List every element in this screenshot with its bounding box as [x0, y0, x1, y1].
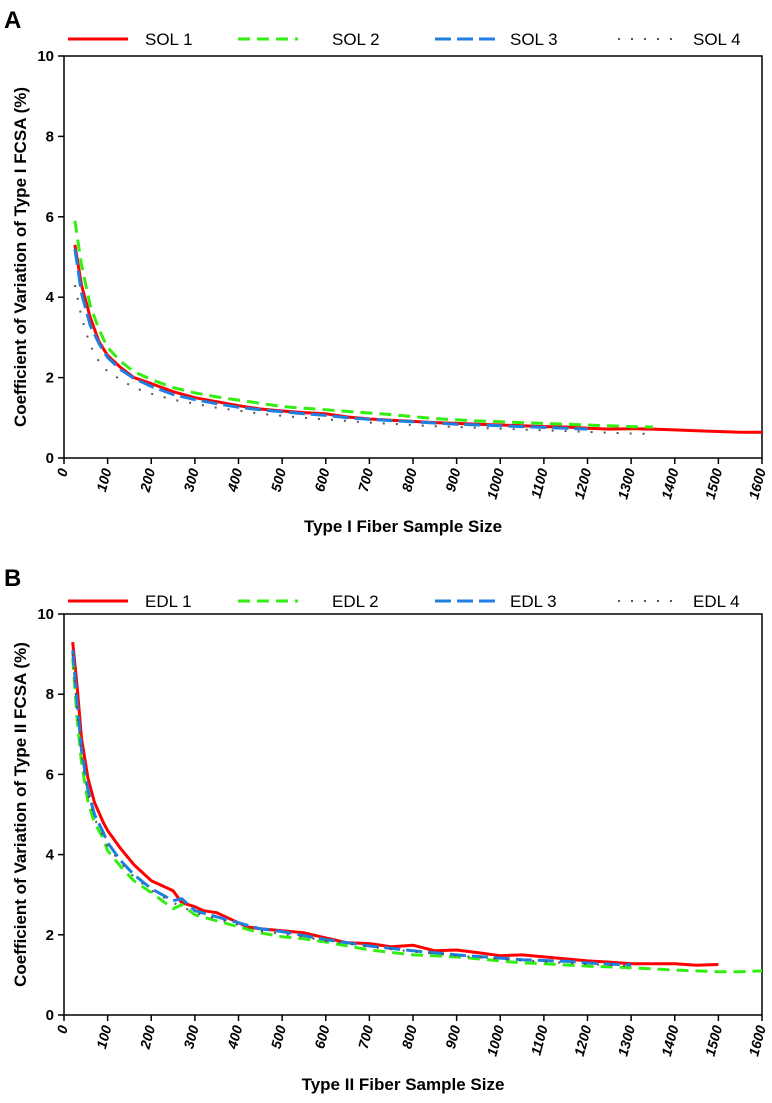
- x-tick-label: 100: [93, 1023, 115, 1050]
- x-tick-label: 700: [355, 1023, 377, 1050]
- series-line-2: [73, 220, 653, 429]
- legend-label-2: SOL 2: [332, 30, 380, 49]
- y-tick-label: 2: [46, 927, 54, 944]
- x-tick-label: 200: [136, 466, 158, 494]
- legend-label-3: SOL 3: [510, 30, 558, 49]
- y-tick-label: 2: [46, 370, 54, 387]
- legend-label-1: EDL 1: [145, 592, 192, 611]
- x-tick-label: 1000: [484, 1023, 508, 1057]
- x-tick-label: 200: [136, 1023, 158, 1051]
- x-tick-label: 500: [268, 466, 290, 493]
- y-axis-title: Coefficient of Variation of Type I FCSA …: [11, 87, 30, 427]
- series-line-2: [71, 657, 762, 974]
- x-tick-label: 900: [442, 466, 464, 493]
- x-axis-title: Type II Fiber Sample Size: [302, 1075, 505, 1094]
- x-tick-label: 600: [311, 1023, 333, 1050]
- y-tick-label: 6: [46, 209, 54, 226]
- x-tick-label: 1200: [571, 1023, 595, 1057]
- x-tick-label: 1300: [615, 1023, 639, 1057]
- x-tick-label: 300: [180, 1023, 202, 1050]
- y-tick-label: 4: [46, 289, 55, 306]
- y-axis-title: Coefficient of Variation of Type II FCSA…: [11, 642, 30, 987]
- x-tick-label: 100: [93, 466, 115, 493]
- y-tick-label: 10: [37, 606, 54, 623]
- x-tick-label: 800: [398, 466, 420, 493]
- x-axis-title: Type I Fiber Sample Size: [304, 517, 502, 536]
- series-line-4: [71, 654, 632, 968]
- series-line-1: [73, 244, 762, 434]
- x-tick-label: 600: [311, 466, 333, 493]
- series-line-3: [73, 248, 588, 431]
- panel-letter: A: [4, 7, 21, 34]
- x-tick-label: 0: [53, 1023, 71, 1035]
- y-tick-label: 0: [46, 1007, 54, 1024]
- series-line-1: [71, 641, 719, 967]
- x-tick-label: 400: [224, 466, 246, 494]
- legend-label-2: EDL 2: [332, 592, 379, 611]
- y-tick-label: 6: [46, 766, 54, 783]
- x-tick-label: 1200: [571, 466, 595, 500]
- y-tick-label: 8: [46, 686, 54, 703]
- x-tick-label: 1300: [615, 466, 639, 500]
- x-tick-label: 700: [355, 466, 377, 493]
- legend-label-1: SOL 1: [145, 30, 193, 49]
- x-tick-label: 1500: [702, 466, 726, 500]
- x-tick-label: 500: [268, 1023, 290, 1050]
- y-tick-label: 4: [46, 847, 55, 864]
- legend-label-4: EDL 4: [693, 592, 740, 611]
- x-tick-label: 300: [180, 466, 202, 493]
- x-tick-label: 1600: [745, 1023, 769, 1057]
- x-tick-label: 1100: [528, 1023, 551, 1056]
- x-tick-label: 1400: [658, 1023, 682, 1057]
- x-tick-label: 900: [442, 1023, 464, 1050]
- y-tick-label: 8: [46, 128, 54, 145]
- x-tick-label: 1100: [528, 466, 551, 499]
- panel-letter: B: [4, 565, 21, 592]
- y-tick-label: 10: [37, 48, 54, 65]
- x-tick-label: 1600: [745, 466, 769, 500]
- x-tick-label: 800: [398, 1023, 420, 1050]
- legend-label-3: EDL 3: [510, 592, 557, 611]
- legend-label-4: SOL 4: [693, 30, 741, 49]
- x-tick-label: 1000: [484, 466, 508, 500]
- x-tick-label: 1500: [702, 1023, 726, 1057]
- y-tick-label: 0: [46, 450, 54, 467]
- plot-frame: [63, 55, 763, 459]
- x-tick-label: 1400: [658, 466, 682, 500]
- x-tick-label: 400: [224, 1023, 246, 1051]
- x-tick-label: 0: [53, 466, 71, 478]
- series-line-3: [71, 649, 632, 967]
